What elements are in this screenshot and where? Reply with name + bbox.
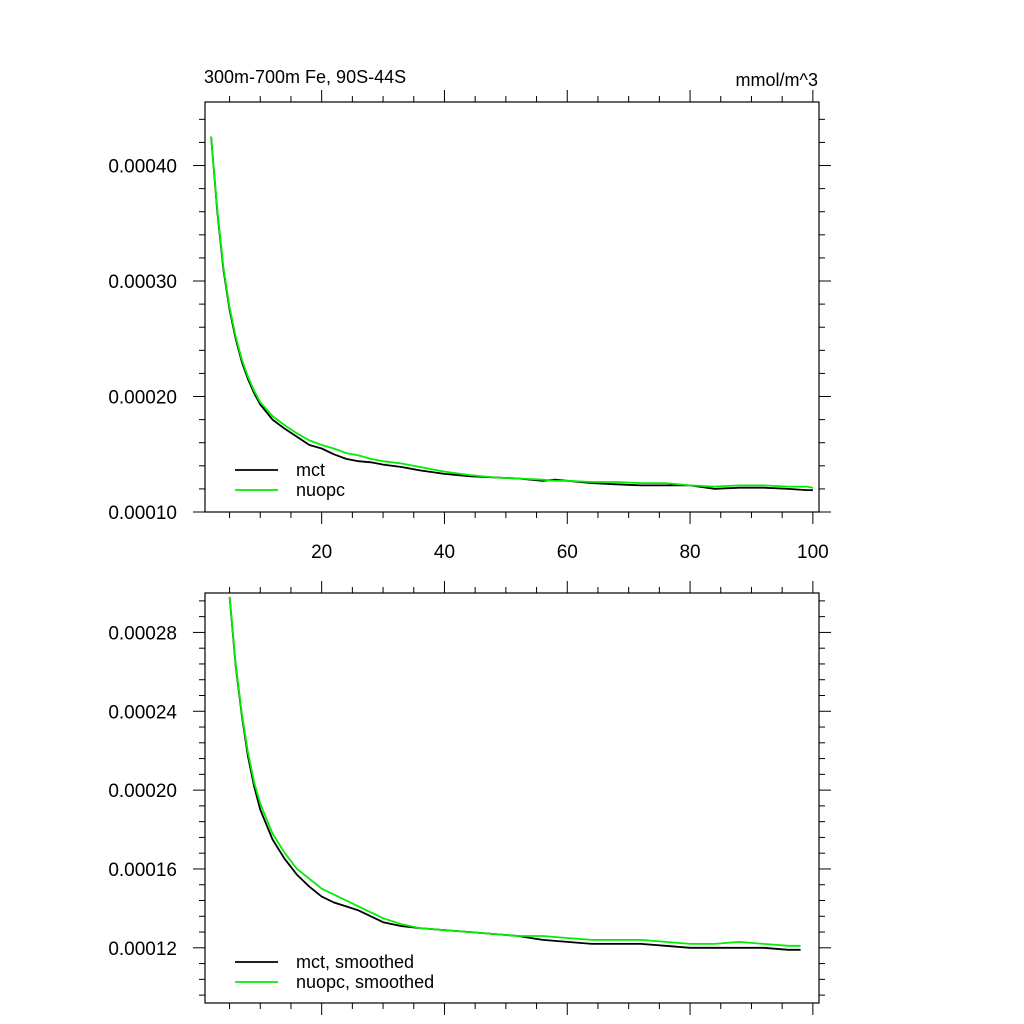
y-tick-label: 0.00012: [108, 939, 177, 960]
series-line-primary: [210, 136, 813, 492]
x-tick-label: 80: [679, 542, 700, 563]
units-label: mmol/m^3: [736, 70, 818, 90]
x-tick-label: 100: [797, 542, 829, 563]
y-tick-label: 0.00028: [108, 623, 177, 644]
y-tick-label: 0.00040: [108, 157, 177, 178]
y-tick-label: 0.00020: [108, 781, 177, 802]
x-tick-label: 40: [434, 542, 455, 563]
y-tick-label: 0.00020: [108, 388, 177, 409]
legend-label: nuopc: [296, 480, 345, 500]
y-tick-label: 0.00030: [108, 272, 177, 293]
legend-label: nuopc, smoothed: [296, 972, 434, 992]
series-line-secondary: [210, 136, 814, 489]
plot-frame: [204, 592, 820, 1004]
chart-title: 300m-700m Fe, 90S-44S: [204, 67, 406, 87]
y-tick-label: 0.00016: [108, 860, 177, 881]
y-tick-label: 0.00024: [108, 702, 177, 723]
top-panel: 300m-700m Fe, 90S-44S mmol/m^3 0.00010 0.…: [108, 67, 831, 563]
legend-label: mct, smoothed: [296, 952, 414, 972]
series-line-primary: [228, 596, 801, 951]
series-line-secondary: [228, 596, 801, 947]
plot-frame: [204, 101, 820, 513]
y-tick-label: 0.00010: [108, 503, 177, 524]
legend-label: mct: [296, 460, 325, 480]
x-tick-label: 20: [311, 542, 332, 563]
bottom-panel: 0.00012 0.00016 0.00020 0.00024 0.00028 mct, …: [108, 581, 831, 1015]
x-tick-label: 60: [557, 542, 578, 563]
